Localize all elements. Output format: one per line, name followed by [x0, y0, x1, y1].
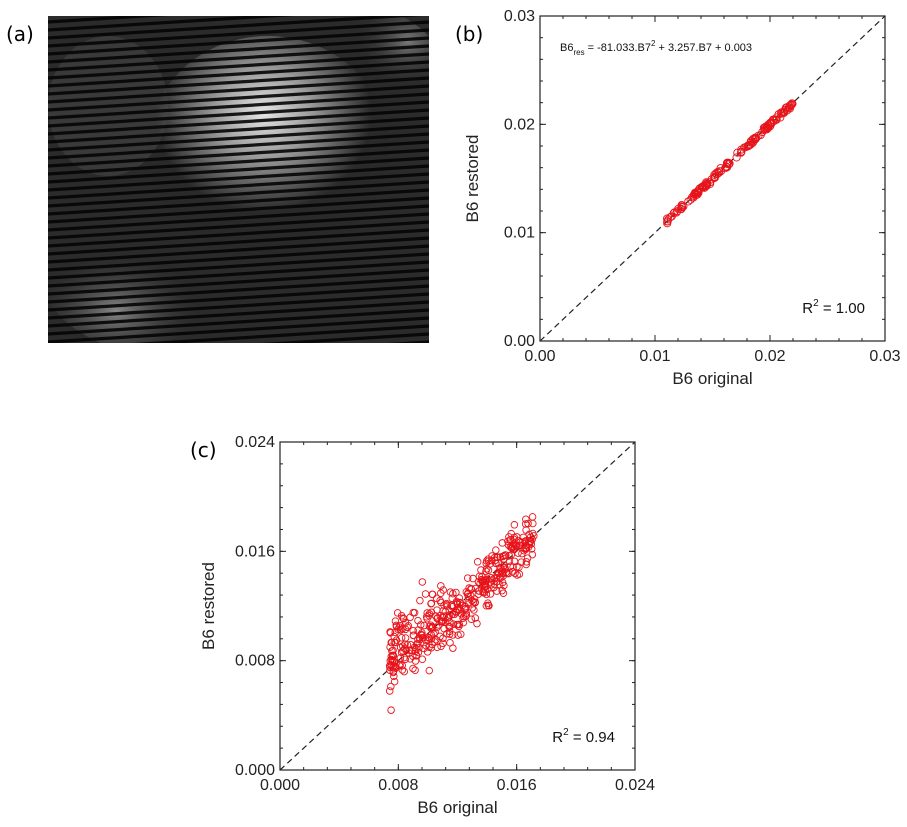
panel-a-label: (a) — [6, 22, 34, 46]
data-point — [764, 120, 773, 129]
data-point — [770, 116, 779, 125]
data-point — [700, 183, 709, 192]
data-point — [689, 191, 698, 200]
data-point — [701, 182, 711, 191]
panel-b-label: (b) — [455, 22, 484, 46]
data-point — [758, 128, 767, 137]
data-point — [670, 208, 679, 217]
data-point — [776, 113, 785, 122]
data-point — [750, 135, 759, 144]
x-tick-label: 0.01 — [639, 348, 670, 365]
data-point — [746, 136, 755, 146]
data-point — [663, 219, 672, 228]
panel-c-label: (c) — [190, 438, 217, 462]
plot-frame-b — [539, 15, 886, 342]
data-point — [732, 153, 741, 162]
data-point — [714, 168, 723, 177]
data-point — [666, 212, 675, 222]
data-point — [778, 108, 787, 117]
data-point — [784, 104, 793, 113]
data-point — [716, 164, 725, 173]
y-tick-label: 0.01 — [504, 225, 535, 242]
data-point — [716, 167, 726, 176]
x-tick-label: 0.02 — [754, 348, 785, 365]
data-point — [733, 148, 742, 157]
one-to-one-line — [539, 15, 886, 342]
data-point — [723, 159, 732, 168]
data-point — [699, 181, 708, 191]
data-point — [713, 168, 722, 177]
r-squared-label: R2 = 1.00 — [802, 298, 865, 317]
y-tick-label: 0.00 — [504, 333, 535, 350]
data-point — [664, 215, 673, 224]
data-point — [744, 142, 753, 151]
data-point — [678, 203, 687, 212]
regression-equation: B6res = -81.033.B72 + 3.257.B7 + 0.003 — [560, 39, 752, 57]
x-axis-label: B6 original — [672, 369, 752, 388]
data-point — [679, 202, 688, 211]
data-point — [760, 126, 769, 135]
data-point — [768, 115, 777, 124]
y-tick-label: 0.03 — [504, 8, 535, 25]
data-point — [723, 163, 732, 172]
y-tick-label: 0.02 — [504, 116, 535, 133]
data-point — [711, 169, 720, 178]
x-tick-label: 0.00 — [524, 348, 555, 365]
x-tick-label: 0.03 — [869, 348, 900, 365]
y-axis-label: B6 restored — [463, 135, 482, 223]
data-point — [737, 148, 746, 157]
striped-thermal-image — [48, 16, 429, 343]
